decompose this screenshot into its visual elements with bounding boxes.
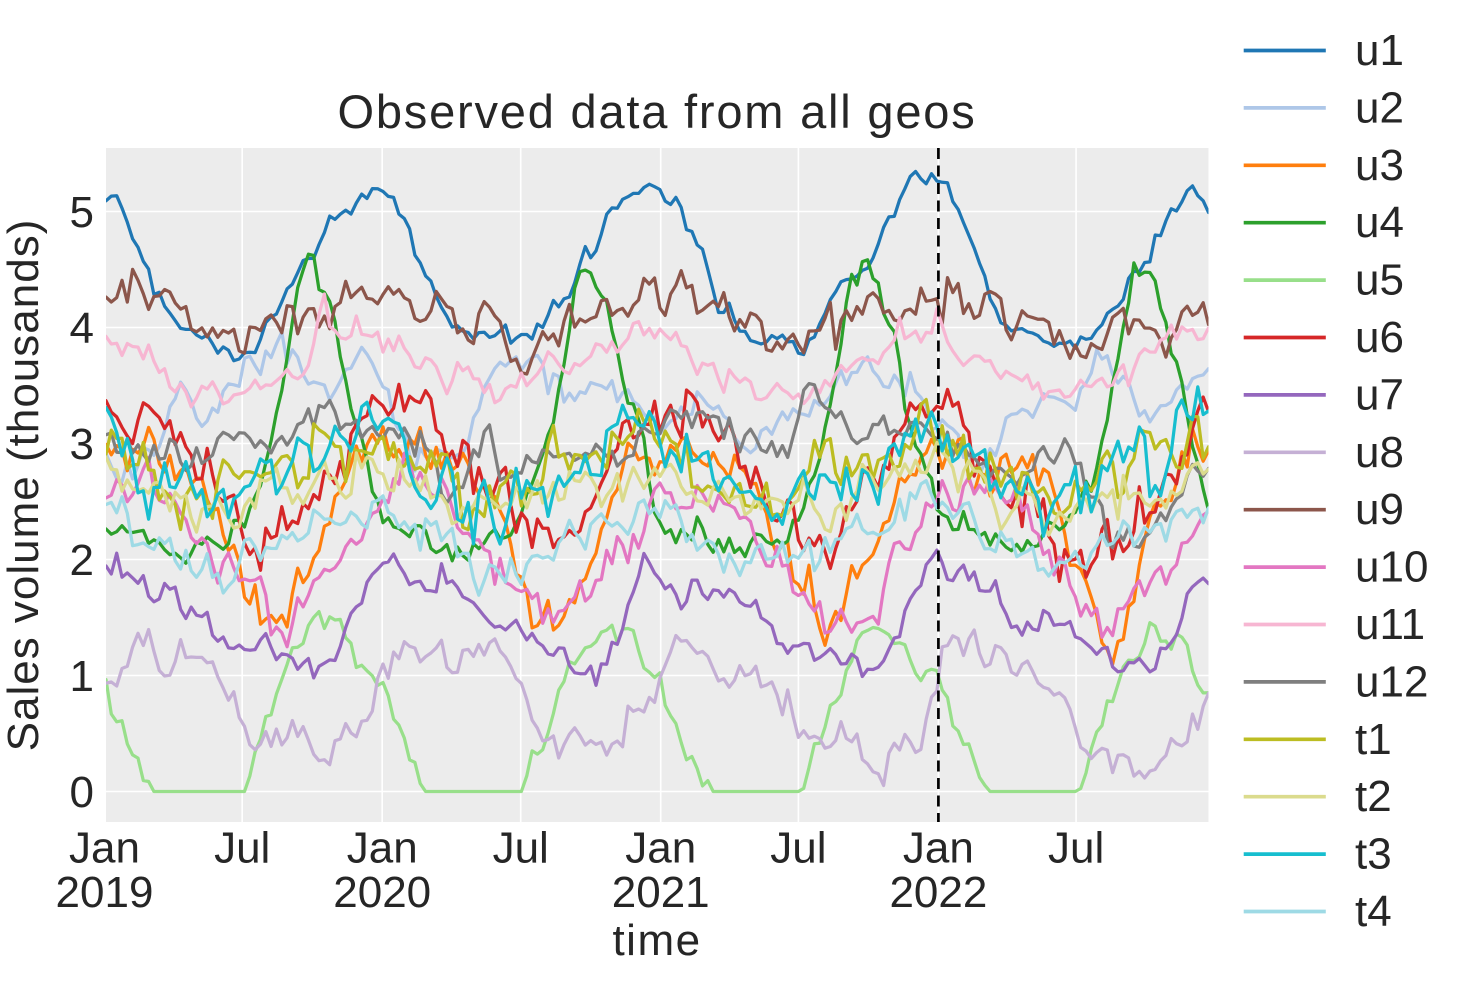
svg-text:2021: 2021 — [612, 868, 710, 917]
svg-text:Jul: Jul — [214, 824, 270, 873]
svg-text:u8: u8 — [1355, 428, 1404, 477]
svg-text:Jan: Jan — [347, 824, 418, 873]
svg-text:0: 0 — [70, 768, 94, 817]
svg-text:2: 2 — [70, 536, 94, 585]
svg-text:4: 4 — [70, 304, 94, 353]
svg-text:Jul: Jul — [493, 824, 549, 873]
svg-text:5: 5 — [70, 188, 94, 237]
svg-text:u3: u3 — [1355, 141, 1404, 190]
svg-text:u6: u6 — [1355, 313, 1404, 362]
svg-text:Jul: Jul — [1048, 824, 1104, 873]
svg-text:u9: u9 — [1355, 485, 1404, 534]
svg-text:Jul: Jul — [770, 824, 826, 873]
svg-text:u4: u4 — [1355, 198, 1404, 247]
svg-text:u5: u5 — [1355, 256, 1404, 305]
svg-text:2019: 2019 — [56, 868, 154, 917]
svg-text:1: 1 — [70, 652, 94, 701]
svg-text:Jan: Jan — [625, 824, 696, 873]
svg-text:u2: u2 — [1355, 83, 1404, 132]
svg-text:t2: t2 — [1355, 772, 1392, 821]
svg-text:2020: 2020 — [333, 868, 431, 917]
svg-text:t1: t1 — [1355, 715, 1392, 764]
svg-text:Jan: Jan — [903, 824, 974, 873]
svg-text:3: 3 — [70, 420, 94, 469]
svg-text:t4: t4 — [1355, 887, 1392, 936]
svg-text:u12: u12 — [1355, 657, 1428, 706]
svg-text:2022: 2022 — [889, 868, 987, 917]
svg-text:Sales volume (thousands): Sales volume (thousands) — [0, 219, 48, 752]
svg-text:u10: u10 — [1355, 543, 1428, 592]
svg-text:t3: t3 — [1355, 830, 1392, 879]
svg-text:Observed data from all geos: Observed data from all geos — [337, 85, 976, 138]
svg-text:Jan: Jan — [69, 824, 140, 873]
svg-text:u1: u1 — [1355, 26, 1404, 75]
svg-text:time: time — [612, 916, 701, 965]
svg-text:u11: u11 — [1355, 600, 1425, 649]
svg-text:u7: u7 — [1355, 370, 1404, 419]
